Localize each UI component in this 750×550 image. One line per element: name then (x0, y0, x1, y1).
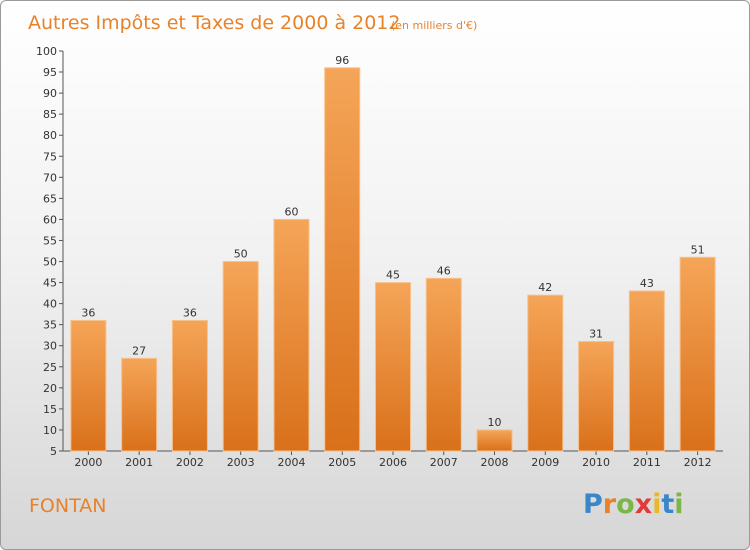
bar (171, 319, 208, 452)
bar (527, 294, 564, 452)
x-tick-label: 2007 (430, 456, 458, 469)
x-tick-label: 2001 (125, 456, 153, 469)
y-tick-label: 30 (43, 340, 57, 353)
x-tick-label: 2005 (328, 456, 356, 469)
bar-value-label: 42 (538, 281, 552, 294)
y-tick-label: 25 (43, 361, 57, 374)
y-tick-label: 85 (43, 108, 57, 121)
y-tick-label: 60 (43, 213, 57, 226)
x-tick-label: 2008 (481, 456, 509, 469)
bar-value-label: 96 (335, 54, 349, 67)
commune-name: FONTAN (29, 495, 107, 517)
x-tick-label: 2002 (176, 456, 204, 469)
y-tick-label: 40 (43, 298, 57, 311)
logo-letter: i (674, 489, 684, 520)
x-tick-label: 2006 (379, 456, 407, 469)
bar (324, 67, 361, 452)
bar-value-label: 10 (488, 416, 502, 429)
bars-group: 36 27 36 50 60 96 45 46 10 42 31 43 51 (70, 54, 716, 452)
logo-letter: P (583, 489, 603, 520)
bar (476, 429, 513, 452)
x-tick-label: 2010 (582, 456, 610, 469)
y-tick-label: 65 (43, 192, 57, 205)
bar-value-label: 36 (183, 306, 197, 319)
bar-value-label: 60 (284, 205, 298, 218)
x-tick-label: 2004 (277, 456, 305, 469)
y-tick-label: 5 (50, 445, 57, 458)
bar (121, 357, 158, 452)
logo-letter: r (602, 489, 617, 520)
bar-value-label: 27 (132, 344, 146, 357)
y-tick-label: 70 (43, 171, 57, 184)
y-tick-label: 35 (43, 319, 57, 332)
logo-letter: x (634, 489, 653, 520)
y-tick-label: 90 (43, 87, 57, 100)
bar-value-label: 51 (691, 243, 705, 256)
x-tick-label: 2012 (684, 456, 712, 469)
chart-title: Autres Impôts et Taxes de 2000 à 2012 (28, 12, 401, 34)
axes: 5 10 15 20 25 30 35 40 45 50 55 60 65 70 75 80 85 90 95 100… (36, 45, 723, 469)
bar (273, 218, 310, 452)
bar-value-label: 50 (234, 248, 248, 261)
y-tick-label: 50 (43, 256, 57, 269)
y-tick-label: 55 (43, 234, 57, 247)
bar (375, 282, 411, 452)
y-tick-label: 75 (43, 150, 57, 163)
bar-value-label: 45 (386, 269, 400, 282)
y-tick-label: 15 (43, 403, 57, 416)
bar-value-label: 46 (437, 264, 451, 277)
bar-value-label: 31 (589, 328, 603, 341)
bar-value-label: 43 (640, 277, 654, 290)
bar (578, 341, 615, 452)
logo-letter: i (652, 489, 662, 520)
x-tick-label: 2009 (531, 456, 559, 469)
chart-subtitle: (en milliers d'€) (391, 19, 477, 32)
bar (222, 261, 259, 452)
bar-value-label: 36 (81, 306, 95, 319)
bar (70, 319, 107, 452)
y-tick-label: 80 (43, 129, 57, 142)
logo-letter: o (616, 489, 635, 520)
y-tick-label: 20 (43, 382, 57, 395)
bar (628, 290, 665, 452)
y-tick-label: 45 (43, 277, 57, 290)
proxiti-logo: Proxiti (583, 489, 684, 520)
bar (425, 277, 462, 452)
x-tick-label: 2003 (227, 456, 255, 469)
logo-letter: t (661, 489, 675, 520)
x-tick-label: 2000 (74, 456, 102, 469)
bar (679, 256, 716, 452)
y-tick-label: 10 (43, 424, 57, 437)
y-tick-label: 95 (43, 66, 57, 79)
y-tick-label: 100 (36, 45, 57, 58)
x-tick-label: 2011 (633, 456, 661, 469)
